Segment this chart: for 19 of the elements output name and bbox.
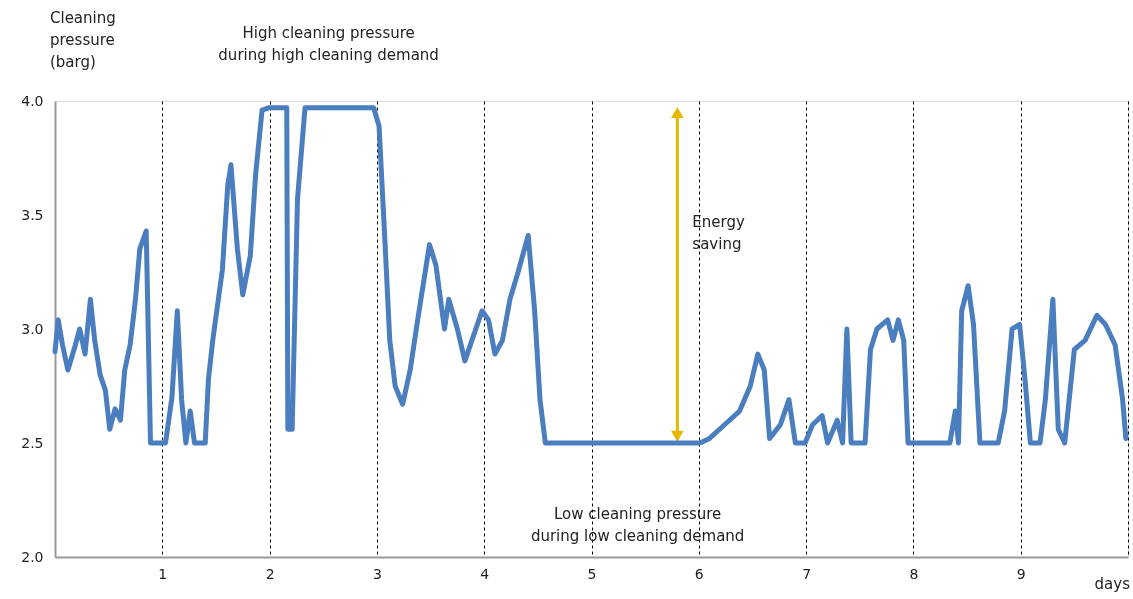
x-tick-label: 8 <box>909 565 919 582</box>
y-tick-label: 3.5 <box>21 206 44 223</box>
x-tick-label: 5 <box>587 565 597 582</box>
x-tick-label: 7 <box>802 565 812 582</box>
text: High cleaning pressure during high cleaning demand <box>218 24 439 64</box>
x-tick-label: 1 <box>158 565 168 582</box>
x-tick-label: 2 <box>265 565 275 582</box>
y-tick-label: 3.0 <box>21 320 44 337</box>
y-axis-title: Cleaning pressure (barg) <box>50 9 116 71</box>
annotation: Low cleaning pressure during low cleaning demand <box>530 504 745 545</box>
x-axis-title: days <box>1094 575 1131 593</box>
x-tick-label: 6 <box>694 565 704 582</box>
x-tick-label: 3 <box>372 565 382 582</box>
annotation: Energy saving <box>692 213 745 253</box>
x-tick-label: 9 <box>1016 565 1026 582</box>
x-tick-label: 4 <box>480 565 490 582</box>
y-tick-label: 4.0 <box>21 92 44 109</box>
y-tick-label: 2.0 <box>21 548 44 565</box>
y-tick-label: 2.5 <box>21 434 44 451</box>
